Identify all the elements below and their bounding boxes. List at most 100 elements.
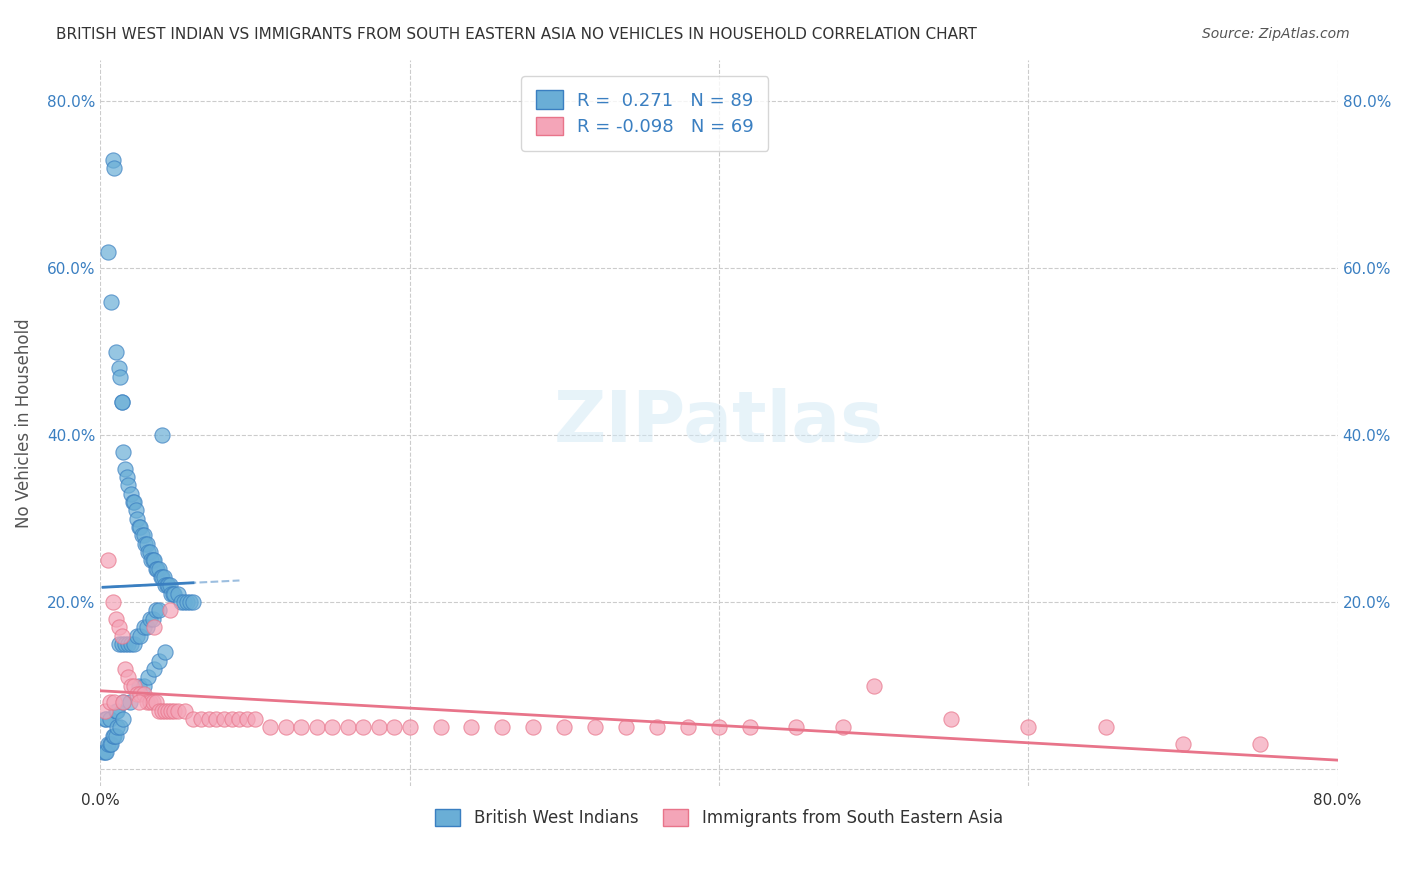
Point [290,720,312,734]
Point [120,637,142,651]
Legend: British West Indians, Immigrants from South Eastern Asia: British West Indians, Immigrants from So… [427,801,1011,836]
Point [1017,720,1039,734]
Point [135,695,157,709]
Point [150,428,173,442]
Point [228,712,250,726]
Point [148,654,170,668]
Point [100,294,122,309]
Point [160,704,183,718]
Point [112,695,135,709]
Point [114,662,136,676]
Point [98,712,121,726]
Point [124,495,146,509]
Point [190,712,212,726]
Point [160,587,183,601]
Point [149,570,172,584]
Point [120,679,142,693]
Point [129,520,152,534]
Point [155,645,177,659]
Point [143,662,166,676]
Point [583,720,606,734]
Point [117,478,139,492]
Point [97,737,120,751]
Point [163,587,186,601]
Point [125,503,148,517]
Point [94,712,117,726]
Text: ZIPatlas: ZIPatlas [554,388,884,458]
Point [104,704,127,718]
Point [127,628,149,642]
Point [157,578,180,592]
Point [111,637,134,651]
Point [131,528,153,542]
Point [150,704,173,718]
Point [145,695,167,709]
Point [143,553,166,567]
Point [114,461,136,475]
Point [103,161,125,175]
Point [128,695,150,709]
Point [142,695,165,709]
Text: BRITISH WEST INDIAN VS IMMIGRANTS FROM SOUTH EASTERN ASIA NO VEHICLES IN HOUSEHO: BRITISH WEST INDIAN VS IMMIGRANTS FROM S… [56,27,977,42]
Point [129,628,152,642]
Point [163,704,186,718]
Point [124,637,146,651]
Point [132,679,155,693]
Point [205,712,228,726]
Point [128,679,150,693]
Point [939,712,962,726]
Point [114,637,136,651]
Point [127,511,149,525]
Point [155,704,177,718]
Point [460,720,482,734]
Point [132,528,155,542]
Point [101,595,124,609]
Point [98,695,121,709]
Point [166,704,188,718]
Point [127,687,149,701]
Point [176,595,198,609]
Point [120,486,142,500]
Point [108,361,131,376]
Point [142,553,165,567]
Point [146,562,169,576]
Point [159,603,181,617]
Point [162,587,184,601]
Point [105,704,128,718]
Point [491,720,513,734]
Point [111,394,134,409]
Point [112,445,135,459]
Point [862,679,884,693]
Point [117,670,139,684]
Point [139,612,162,626]
Point [179,595,201,609]
Point [98,737,121,751]
Point [108,620,131,634]
Point [110,720,132,734]
Point [112,695,135,709]
Point [166,587,188,601]
Point [134,537,156,551]
Point [104,612,127,626]
Point [676,720,699,734]
Point [1171,737,1194,751]
Point [156,578,179,592]
Point [212,712,235,726]
Point [382,720,405,734]
Point [132,620,155,634]
Point [150,570,173,584]
Point [139,545,162,559]
Point [152,570,174,584]
Point [101,729,124,743]
Point [112,712,135,726]
Point [96,712,118,726]
Point [108,637,131,651]
Point [398,720,420,734]
Point [148,704,170,718]
Point [352,720,374,734]
Text: Source: ZipAtlas.com: Source: ZipAtlas.com [1202,27,1350,41]
Point [645,720,668,734]
Point [305,720,328,734]
Point [159,578,181,592]
Point [157,704,180,718]
